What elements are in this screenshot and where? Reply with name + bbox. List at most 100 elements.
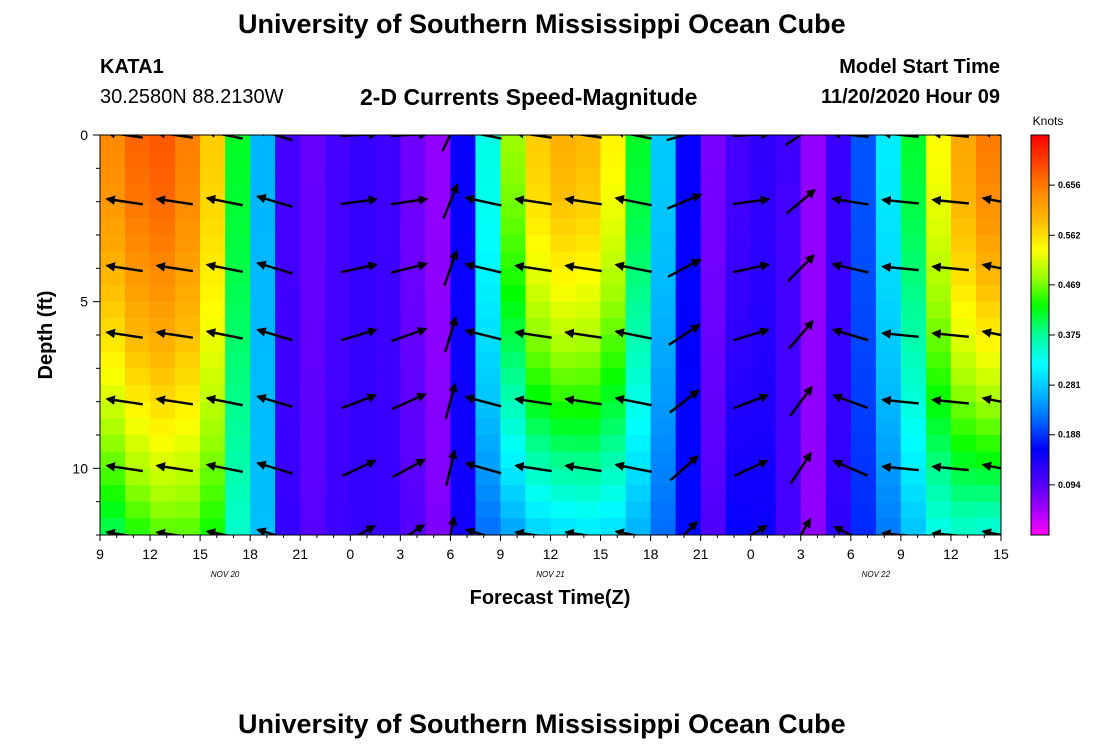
heatmap-cell (775, 301, 802, 319)
heatmap-cell (375, 518, 401, 535)
heatmap-cell (825, 485, 852, 503)
station-id: KATA1 (100, 56, 164, 78)
heatmap-cell (475, 301, 502, 319)
heatmap-cell (700, 401, 727, 419)
x-tick-label: 0 (747, 546, 755, 562)
current-vector (341, 327, 378, 342)
heatmap-cell (325, 368, 351, 386)
current-vector (105, 328, 144, 339)
heatmap-cell (350, 201, 376, 219)
heatmap-cell (375, 385, 401, 403)
heatmap-cell (400, 235, 426, 253)
heatmap-cell (575, 501, 602, 519)
current-vector (931, 262, 969, 273)
heatmap-cell (975, 268, 1001, 286)
heatmap-cell (875, 301, 902, 319)
heatmap-cell (675, 201, 702, 219)
heatmap-cell (825, 135, 852, 153)
current-vector (732, 261, 771, 274)
heatmap-cell (550, 418, 577, 436)
heatmap-cell (575, 285, 602, 303)
colorbar: Knots 0.094 0.188 0.281 0.375 0.469 0.562 0.65… (1030, 114, 1081, 536)
heatmap-cell (125, 301, 151, 319)
station-coordinates: 30.2580N 88.2130W (100, 86, 284, 108)
current-vector (340, 261, 379, 274)
heatmap-cell (775, 385, 802, 403)
heatmap-cell (550, 335, 577, 353)
heatmap-cell (475, 135, 502, 153)
heatmap-cell (225, 268, 251, 286)
heatmap-cell (200, 168, 226, 186)
heatmap-cell (625, 135, 652, 153)
heatmap-cell (400, 201, 426, 219)
heatmap-cell (175, 501, 201, 519)
heatmap-cell (475, 268, 502, 286)
heatmap-cell (600, 468, 627, 486)
heatmap-cell (425, 418, 451, 436)
heatmap-cell (475, 285, 502, 303)
heatmap-cell (700, 368, 727, 386)
heatmap-cell (600, 368, 627, 386)
current-vector (881, 135, 919, 139)
heatmap-cell (600, 151, 627, 169)
current-vector (205, 394, 244, 407)
heatmap-cell (575, 451, 602, 469)
heatmap-cell (400, 335, 426, 353)
heatmap-cell (950, 285, 977, 303)
heatmap-cell (325, 385, 351, 403)
heatmap-cell (975, 235, 1001, 253)
heatmap-cell (775, 468, 802, 486)
current-vector (444, 315, 458, 353)
heatmap-cell (750, 335, 777, 353)
heatmap-cell (175, 301, 201, 319)
current-vector (666, 193, 703, 210)
heatmap-cell (950, 318, 977, 336)
heatmap-cell (950, 401, 977, 419)
heatmap-cell (550, 468, 577, 486)
heatmap-cell (675, 218, 702, 236)
heatmap-cell (800, 168, 827, 186)
colorbar-tick-label: 0.469 (1058, 280, 1081, 290)
heatmap-cell (275, 385, 301, 403)
heatmap-cell (225, 285, 251, 303)
heatmap-cell (700, 318, 727, 336)
current-vectors (105, 135, 1001, 535)
heatmap-cell (800, 418, 827, 436)
heatmap-cell (575, 151, 602, 169)
heatmap-cell (950, 168, 977, 186)
heatmap-cell (800, 401, 827, 419)
heatmap-cell (900, 435, 927, 453)
heatmap-cell (200, 235, 226, 253)
heatmap-cell (200, 418, 226, 436)
heatmap-cell (825, 201, 852, 219)
heatmap-cell (450, 218, 477, 236)
current-vector (464, 527, 488, 535)
heatmap-cell (475, 185, 502, 203)
heatmap-cell (100, 201, 126, 219)
heatmap-cell (900, 251, 927, 269)
heatmap-cell (550, 135, 577, 153)
heatmap-cell (775, 401, 802, 419)
heatmap-cell (250, 235, 276, 253)
heatmap-cell (900, 501, 927, 519)
x-tick-label: 9 (96, 546, 104, 562)
heatmap-cell (100, 268, 126, 286)
heatmap-cell (150, 201, 176, 219)
heatmap-cell (250, 168, 276, 186)
heatmap-cell (650, 318, 677, 336)
heatmap-cell (175, 135, 201, 153)
heatmap-cell (650, 218, 677, 236)
heatmap-cell (725, 135, 752, 153)
heatmap-cell (575, 168, 602, 186)
heatmap-cell (300, 451, 326, 469)
heatmap-cell (975, 135, 1001, 153)
heatmap-cell (750, 218, 777, 236)
heatmap-cell (150, 235, 176, 253)
colorbar-tick-label: 0.094 (1058, 480, 1081, 490)
heatmap-cell (600, 401, 627, 419)
heatmap-cell (675, 235, 702, 253)
heatmap-cell (700, 385, 727, 403)
current-vector (464, 135, 502, 140)
heatmap-cell (475, 235, 502, 253)
current-vector (786, 188, 817, 215)
